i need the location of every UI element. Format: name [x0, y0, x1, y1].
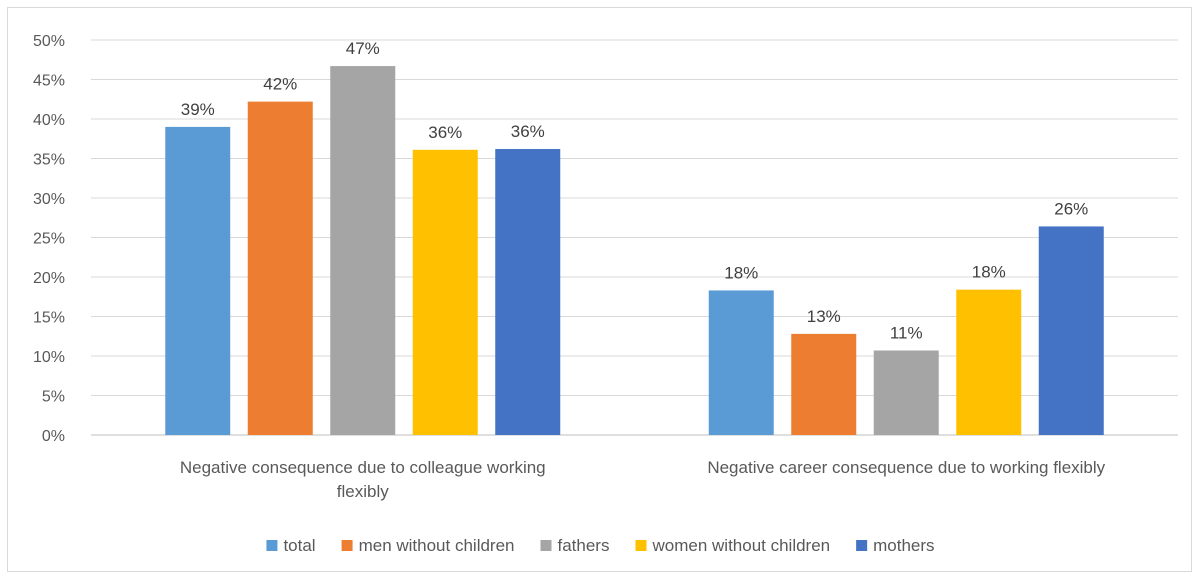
bar — [330, 66, 396, 435]
bar — [247, 101, 313, 436]
bar — [873, 350, 939, 435]
x-category-label: Negative career consequence due to worki… — [707, 458, 1105, 477]
chart-area: 0% 5% 10% 15% 20% 25% 30% 35% 40% 45% 50% 39% 42% 47%… — [7, 7, 1192, 572]
legend-swatch — [341, 540, 353, 551]
data-label: 11% — [890, 323, 923, 342]
y-tick-label: 0% — [42, 428, 65, 445]
bar — [1038, 226, 1104, 435]
legend-label: fathers — [558, 536, 610, 555]
bar — [791, 333, 857, 435]
bar — [956, 289, 1022, 435]
data-label: 18% — [724, 263, 758, 282]
data-label: 42% — [263, 75, 297, 94]
data-label: 36% — [511, 122, 545, 141]
y-tick-label: 25% — [33, 231, 65, 248]
legend-label: total — [283, 536, 315, 555]
data-label: 18% — [972, 263, 1006, 282]
y-tick-label: 40% — [33, 112, 65, 129]
legend-label: men without children — [359, 536, 515, 555]
legend-swatch — [266, 540, 278, 551]
data-label: 36% — [428, 123, 462, 142]
bar — [165, 126, 231, 436]
bar — [412, 149, 478, 435]
data-label: 13% — [807, 307, 841, 326]
y-tick-label: 5% — [42, 389, 65, 406]
y-tick-label: 15% — [33, 310, 65, 327]
x-category-label: Negative consequence due to colleague wo… — [180, 458, 546, 477]
data-label: 39% — [181, 100, 215, 119]
y-tick-label: 45% — [33, 73, 65, 90]
y-tick-label: 35% — [33, 152, 65, 169]
y-tick-label: 10% — [33, 349, 65, 366]
data-label: 47% — [346, 39, 380, 58]
bar — [495, 149, 561, 435]
legend-swatch — [540, 540, 552, 551]
legend-label: mothers — [873, 536, 934, 555]
bar-chart: 0% 5% 10% 15% 20% 25% 30% 35% 40% 45% 50% 39% 42% 47%… — [33, 33, 1178, 555]
y-tick-label: 20% — [33, 270, 65, 287]
y-tick-label: 30% — [33, 191, 65, 208]
x-category-label: flexibly — [337, 482, 389, 501]
y-tick-label: 50% — [33, 33, 65, 50]
bar — [708, 290, 774, 435]
legend-label: women without children — [651, 536, 830, 555]
legend-swatch — [856, 540, 868, 551]
legend-swatch — [635, 540, 647, 551]
data-label: 26% — [1054, 199, 1088, 218]
